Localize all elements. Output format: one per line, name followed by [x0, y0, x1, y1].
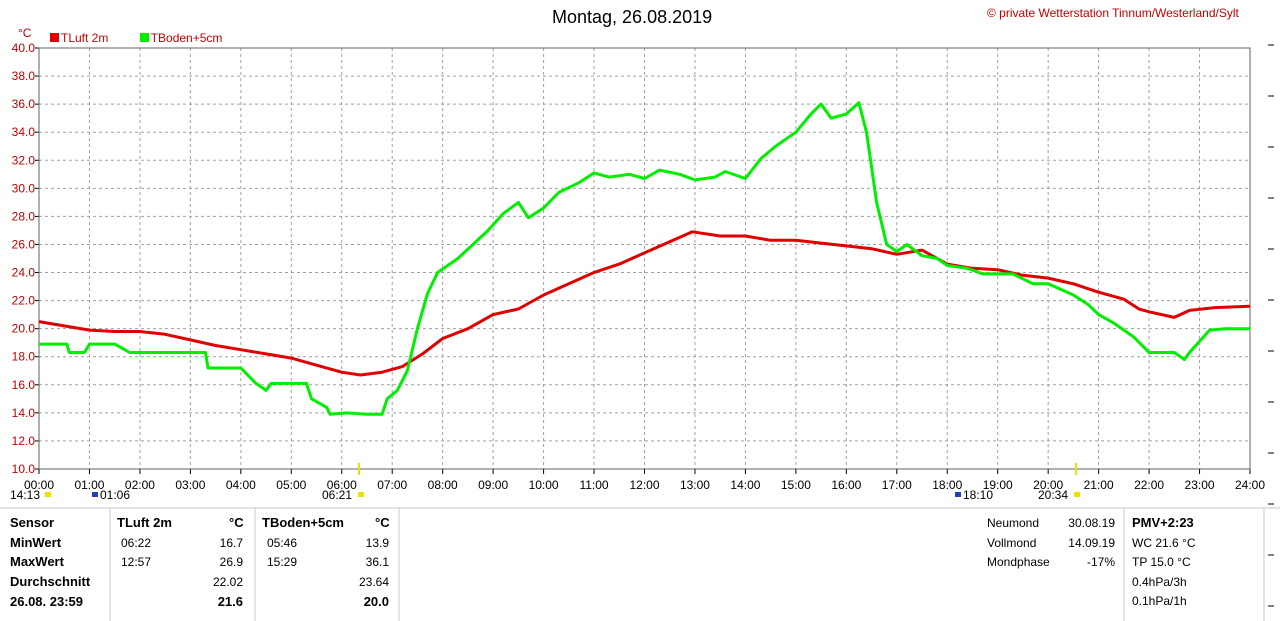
astro-marker-1 [45, 492, 51, 497]
x-tick-label: 11:00 [579, 478, 608, 492]
astro-label-5: 20:34 [1038, 488, 1069, 502]
col2-unit: °C [375, 515, 390, 530]
y-tick-label: 24.0 [12, 266, 36, 280]
moon-phase-label: Mondphase [987, 555, 1050, 569]
pmv-pressure-1h: 0.1hPa/1h [1132, 594, 1187, 608]
y-tick-label: 10.0 [12, 462, 36, 476]
y-tick-label: 14.0 [12, 406, 36, 420]
col1-unit: °C [229, 515, 244, 530]
plot-frame [38, 47, 1251, 470]
astro-marker-4 [955, 492, 961, 497]
row-label-last: 26.08. 23:59 [10, 594, 84, 609]
col1-last: 21.6 [217, 594, 243, 609]
y-tick-label: 20.0 [12, 322, 36, 336]
x-tick-label: 09:00 [478, 478, 508, 492]
series-line-tluft [38, 230, 1251, 377]
y-tick-label: 36.0 [12, 97, 36, 111]
x-tick-label: 21:00 [1084, 478, 1114, 492]
col1-min-time: 06:22 [121, 536, 152, 550]
y-tick-label: 32.0 [12, 153, 36, 167]
x-tick-label: 14:00 [730, 478, 760, 492]
y-tick-label: 16.0 [12, 378, 36, 392]
full-moon-label: Vollmond [987, 536, 1037, 550]
x-tick-label: 23:00 [1185, 478, 1215, 492]
x-tick-label: 24:00 [1235, 478, 1265, 492]
x-tick-label: 04:00 [226, 478, 256, 492]
col1-min-val: 16.7 [219, 536, 243, 550]
y-tick-label: 38.0 [12, 69, 36, 83]
legend-swatch-tboden [139, 33, 149, 42]
y-tick-label: 40.0 [12, 41, 36, 55]
x-tick-label: 22:00 [1134, 478, 1164, 492]
y-tick-label: 18.0 [12, 350, 36, 364]
col2-max-val: 36.1 [365, 555, 389, 569]
x-tick-label: 10:00 [529, 478, 559, 492]
astro-label-2: 01:06 [100, 488, 131, 502]
astro-marker-5 [1074, 492, 1080, 497]
legend: TLuft 2m TBoden+5cm [50, 31, 222, 45]
x-tick-label: 01:00 [74, 478, 104, 492]
pmv-title: PMV+2:23 [1132, 515, 1194, 530]
astro-marker-2 [92, 492, 98, 497]
full-moon-date: 14.09.19 [1068, 536, 1115, 550]
astro-label-1: 14:13 [10, 488, 41, 502]
x-tick-label: 00:00 [24, 478, 54, 492]
row-label-max: MaxWert [10, 554, 64, 569]
x-tick-label: 17:00 [882, 478, 912, 492]
col2-last: 20.0 [363, 594, 389, 609]
x-tick-label: 20:00 [1033, 478, 1063, 492]
x-tick-label: 05:00 [276, 478, 306, 492]
new-moon-label: Neumond [987, 516, 1040, 530]
astro-marker-3 [358, 492, 364, 497]
x-tick-label: 16:00 [831, 478, 861, 492]
y-tick-label: 12.0 [12, 434, 36, 448]
copyright-text: © private Wetterstation Tinnum/Westerlan… [987, 6, 1239, 20]
x-tick-label: 18:00 [932, 478, 962, 492]
legend-label-tluft: TLuft 2m [61, 31, 109, 45]
x-tick-label: 06:00 [327, 478, 357, 492]
chart-title: Montag, 26.08.2019 [552, 7, 713, 27]
col2-min-time: 05:46 [267, 536, 298, 550]
col1-max-time: 12:57 [121, 555, 152, 569]
col2-header: TBoden+5cm [262, 515, 344, 530]
astro-label-4: 18:10 [963, 488, 994, 502]
legend-label-tboden: TBoden+5cm [150, 31, 223, 45]
x-tick-label: 07:00 [377, 478, 407, 492]
x-tick-label: 15:00 [781, 478, 811, 492]
x-tick-label: 12:00 [629, 478, 659, 492]
y-tick-label: 26.0 [12, 237, 36, 251]
x-tick-label: 13:00 [680, 478, 710, 492]
col1-max-val: 26.9 [219, 555, 243, 569]
y-tick-label: 34.0 [12, 125, 36, 139]
col2-max-time: 15:29 [267, 555, 298, 569]
pmv-pressure-3h: 0.4hPa/3h [1132, 575, 1187, 589]
row-label-min: MinWert [10, 535, 62, 550]
y-axis-unit: °C [18, 26, 32, 40]
col1-header: TLuft 2m [117, 515, 172, 530]
x-tick-label: 08:00 [428, 478, 458, 492]
pmv-wc: WC 21.6 °C [1132, 536, 1196, 550]
pmv-tp: TP 15.0 °C [1132, 555, 1191, 569]
legend-swatch-tluft [50, 33, 59, 42]
x-tick-label: 19:00 [983, 478, 1013, 492]
y-tick-label: 22.0 [12, 294, 36, 308]
x-tick-label: 03:00 [175, 478, 205, 492]
series-line-tboden [39, 101, 1250, 416]
row-label-avg: Durchschnitt [10, 574, 91, 589]
y-tick-label: 28.0 [12, 209, 36, 223]
moon-phase-value: -17% [1086, 555, 1115, 569]
astro-label-3: 06:21 [322, 488, 353, 502]
row-label-sensor: Sensor [10, 515, 55, 530]
col1-avg: 22.02 [212, 575, 243, 589]
x-tick-label: 02:00 [125, 478, 155, 492]
col2-min-val: 13.9 [365, 536, 389, 550]
y-tick-label: 30.0 [12, 181, 36, 195]
new-moon-date: 30.08.19 [1068, 516, 1115, 530]
col2-avg: 23.64 [358, 575, 389, 589]
